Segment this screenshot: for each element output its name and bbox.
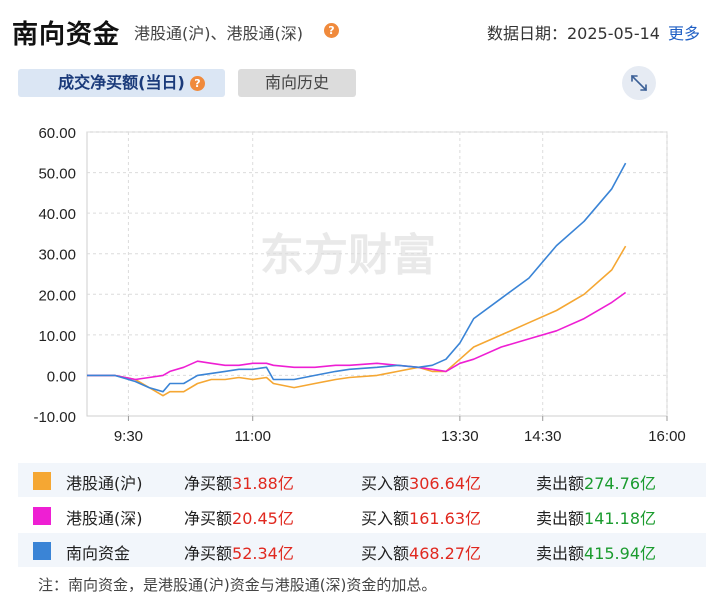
sell-cell: 卖出额415.94亿	[536, 540, 656, 564]
y-tick-label: 30.00	[38, 247, 76, 264]
net-buy-cell: 净买额31.88亿	[184, 470, 294, 494]
net-buy-value: 52.34亿	[232, 544, 294, 563]
legend-name: 港股通(深)	[66, 509, 143, 528]
subtitle-text: 港股通(沪)、港股通(深)	[134, 24, 303, 43]
x-tick-label: 14:30	[524, 428, 562, 445]
legend-row: 港股通(沪) 净买额31.88亿 买入额306.64亿 卖出额274.76亿	[18, 463, 706, 497]
sell-value: 274.76亿	[584, 474, 657, 493]
y-tick-label: 10.00	[38, 328, 76, 345]
y-tick-label: 0.00	[47, 368, 76, 385]
net-buy-label: 净买额	[184, 544, 233, 563]
plot-area	[86, 131, 668, 417]
y-tick-label: 40.00	[38, 206, 76, 223]
net-buy-cell: 净买额20.45亿	[184, 505, 294, 529]
line-chart: 东方财富 60.00 50.00 40.00 30.00 20.00 10.00 0.00 -1…	[33, 125, 686, 445]
sell-cell: 卖出额274.76亿	[536, 470, 656, 494]
question-icon[interactable]: ?	[190, 76, 205, 91]
header: 南向资金 港股通(沪)、港股通(深) ? 数据日期：2025-05-14 更多	[0, 0, 716, 56]
footnote: 注：南向资金，是港股通(沪)资金与港股通(深)资金的加总。	[38, 576, 437, 594]
legend-name: 港股通(沪)	[66, 474, 143, 493]
buy-cell: 买入额161.63亿	[361, 505, 481, 529]
buy-cell: 买入额468.27亿	[361, 540, 481, 564]
page-subtitle: 港股通(沪)、港股通(深) ?	[134, 20, 339, 44]
more-link[interactable]: 更多	[667, 24, 700, 43]
y-tick-label: 20.00	[38, 287, 76, 304]
y-tick-label: 60.00	[38, 125, 76, 142]
series-line	[87, 245, 627, 397]
x-tick-label: 11:00	[234, 428, 270, 445]
sell-cell: 卖出额141.18亿	[536, 505, 656, 529]
sell-label: 卖出额	[536, 544, 585, 563]
buy-label: 买入额	[361, 474, 410, 493]
legend-swatch	[33, 507, 51, 525]
legend-row: 港股通(深) 净买额20.45亿 买入额161.63亿 卖出额141.18亿	[18, 498, 706, 532]
legend-swatch	[33, 472, 51, 490]
buy-value: 468.27亿	[409, 544, 482, 563]
legend-name: 南向资金	[66, 544, 131, 563]
buy-value: 306.64亿	[409, 474, 482, 493]
legend-row: 南向资金 净买额52.34亿 买入额468.27亿 卖出额415.94亿	[18, 533, 706, 567]
net-buy-label: 净买额	[184, 474, 233, 493]
expand-button[interactable]	[622, 66, 656, 100]
buy-label: 买入额	[361, 544, 410, 563]
y-tick-label: 50.00	[38, 166, 76, 183]
x-tick-label: 13:30	[441, 428, 479, 445]
sell-label: 卖出额	[536, 474, 585, 493]
net-buy-label: 净买额	[184, 509, 233, 528]
expand-arrows-icon	[631, 75, 647, 91]
legend-swatch	[33, 542, 51, 560]
tab-label: 成交净买额(当日)	[58, 73, 185, 92]
sell-label: 卖出额	[536, 509, 585, 528]
buy-label: 买入额	[361, 509, 410, 528]
sell-value: 415.94亿	[584, 544, 657, 563]
tab-southbound-history[interactable]: 南向历史	[238, 69, 356, 97]
sell-value: 141.18亿	[584, 509, 657, 528]
series-line	[87, 162, 627, 393]
page-title: 南向资金	[12, 20, 121, 50]
buy-value: 161.63亿	[409, 509, 482, 528]
tab-label: 南向历史	[264, 73, 329, 92]
y-tick-label: -10.00	[33, 409, 76, 426]
x-tick-label: 16:00	[648, 428, 686, 445]
net-buy-cell: 净买额52.34亿	[184, 540, 294, 564]
question-icon[interactable]: ?	[324, 23, 339, 38]
tab-net-buy-today[interactable]: 成交净买额(当日) ?	[18, 69, 225, 97]
net-buy-value: 31.88亿	[232, 474, 294, 493]
x-tick-label: 9:30	[114, 428, 143, 445]
watermark: 东方财富	[260, 230, 436, 281]
buy-cell: 买入额306.64亿	[361, 470, 481, 494]
series-line	[87, 291, 627, 381]
net-buy-value: 20.45亿	[232, 509, 294, 528]
data-date: 数据日期：2025-05-14	[487, 24, 660, 43]
